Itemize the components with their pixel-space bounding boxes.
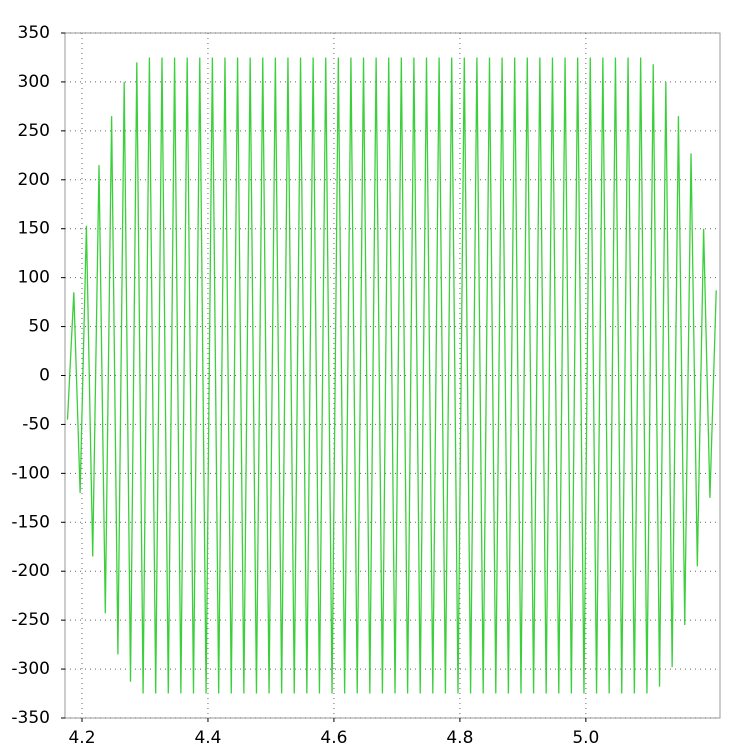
y-tick-label: 350 <box>18 23 50 43</box>
y-tick-label: 300 <box>18 72 50 92</box>
y-tick-label: -50 <box>22 414 50 434</box>
y-tick-label: -250 <box>11 610 50 630</box>
x-tick-label: 4.6 <box>320 728 347 748</box>
y-tick-label: -200 <box>11 561 50 581</box>
line-series <box>66 57 717 694</box>
y-tick-label: 50 <box>28 317 50 337</box>
x-tick-label: 4.8 <box>446 728 473 748</box>
y-tick-label: -100 <box>11 463 50 483</box>
y-tick-label: 0 <box>39 366 50 386</box>
y-tick-label: -300 <box>11 659 50 679</box>
y-tick-label: 100 <box>18 268 50 288</box>
y-tick-label: 200 <box>18 170 50 190</box>
y-tick-label: -150 <box>11 512 50 532</box>
y-tick-label: 150 <box>18 219 50 239</box>
y-tick-label: 250 <box>18 121 50 141</box>
x-tick-label: 5.0 <box>572 728 599 748</box>
x-tick-label: 4.4 <box>194 728 221 748</box>
x-tick-label: 4.2 <box>68 728 95 748</box>
y-tick-label: -350 <box>11 708 50 728</box>
